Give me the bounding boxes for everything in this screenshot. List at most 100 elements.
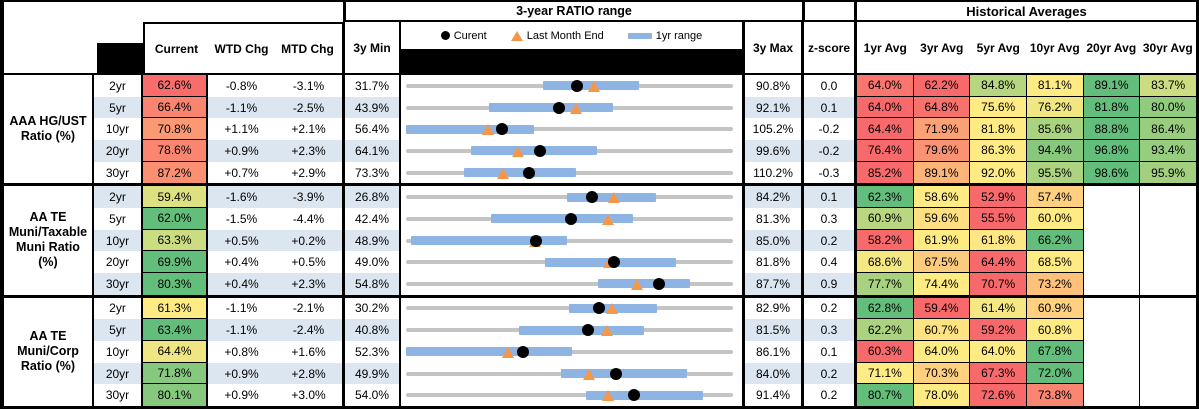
avg-column-header-20yr: 20yr Avg bbox=[1086, 40, 1137, 55]
tenor-cell: 10yr bbox=[94, 118, 143, 141]
header-black-band bbox=[401, 49, 742, 73]
range-plot bbox=[406, 162, 733, 184]
z-score-cell: -0.3 bbox=[804, 161, 857, 184]
3y-min-cell: 49.0% bbox=[345, 251, 401, 274]
3y-max-cell: 81.3% bbox=[745, 208, 804, 230]
tenor-cell: 30yr bbox=[94, 384, 143, 406]
avg-cell-3yr: 71.9% bbox=[913, 118, 971, 141]
table-body: AAA HG/UST Ratio (%) 2yr 62.6% -0.8% -3.… bbox=[4, 75, 1196, 406]
range-chart-cell bbox=[401, 161, 745, 184]
3y-min-cell: 56.4% bbox=[345, 118, 401, 141]
3y-max-cell: 99.6% bbox=[745, 140, 804, 162]
group-label: AA TE Muni/Taxable Muni Ratio (%) bbox=[4, 186, 94, 295]
mtd-chg-cell: +2.3% bbox=[275, 140, 345, 162]
avg-cell-5yr: 59.2% bbox=[970, 319, 1028, 341]
3y-min-cell: 42.4% bbox=[345, 208, 401, 230]
avg-cell-20yr bbox=[1083, 384, 1141, 406]
avg-cell-1yr: 62.8% bbox=[857, 297, 914, 320]
group-rows: 2yr 61.3% -1.1% -2.1% 30.2% 82.9% 0.2 62… bbox=[94, 297, 1196, 406]
wtd-chg-cell: -1.5% bbox=[225, 211, 258, 226]
table-row: 2yr 62.6% -0.8% -3.1% 31.7% 90.8% 0.0 64… bbox=[94, 75, 1196, 97]
current-column-header: Current bbox=[154, 41, 199, 56]
avg-cell-10yr: 60.8% bbox=[1027, 319, 1084, 341]
current-cell: 61.3% bbox=[143, 297, 208, 320]
avg-column-header-30yr: 30yr Avg bbox=[1142, 40, 1193, 55]
last-month-triangle bbox=[482, 124, 495, 136]
table-row: 10yr 70.8% +1.1% +2.1% 56.4% 105.2% -0.2… bbox=[94, 118, 1196, 141]
tenor-cell: 30yr bbox=[94, 273, 143, 295]
last-month-triangle-icon bbox=[510, 30, 523, 41]
avg-cell-1yr: 64.0% bbox=[857, 75, 914, 97]
avg-cell-20yr bbox=[1083, 362, 1141, 385]
3y-max-cell: 105.2% bbox=[745, 118, 804, 141]
table-row: 2yr 59.4% -1.6% -3.9% 26.8% 84.2% 0.1 62… bbox=[94, 186, 1196, 208]
avg-cell-10yr: 66.2% bbox=[1027, 229, 1084, 252]
wtd-chg-cell: +0.5% bbox=[208, 229, 275, 252]
current-cell: 63.4% bbox=[143, 319, 208, 341]
legend-current: Curent bbox=[440, 29, 487, 42]
range-chart-cell bbox=[401, 118, 745, 141]
3y-max-cell: 90.8% bbox=[745, 75, 804, 97]
3y-max-cell: 92.1% bbox=[745, 96, 804, 119]
1yr-range-bar bbox=[464, 168, 577, 178]
range-plot bbox=[406, 341, 733, 363]
legend-current-label: Curent bbox=[453, 29, 487, 42]
3y-min-column-header: 3y Min bbox=[345, 22, 401, 73]
avg-cell-1yr: 76.4% bbox=[857, 140, 914, 162]
current-cell: 63.3% bbox=[143, 229, 208, 252]
current-cell: 87.2% bbox=[143, 161, 208, 184]
avg-cell-3yr: 79.6% bbox=[913, 140, 971, 162]
avg-cell-1yr: 60.9% bbox=[857, 208, 914, 230]
last-month-triangle bbox=[601, 213, 614, 225]
avg-cell-30yr bbox=[1140, 251, 1196, 274]
z-score-cell: 0.2 bbox=[804, 384, 857, 406]
range-chart-cell bbox=[401, 229, 745, 252]
range-plot bbox=[406, 298, 733, 320]
wtd-chg-cell: +0.9% bbox=[224, 388, 259, 403]
current-cell: 80.3% bbox=[143, 273, 208, 295]
avg-cell-1yr: 71.1% bbox=[857, 362, 914, 385]
wtd-chg-cell: +0.7% bbox=[224, 165, 259, 180]
header-spacer-zscore bbox=[805, 2, 857, 22]
wtd-chg-cell: +0.9% bbox=[208, 140, 275, 162]
1yr-range-bar bbox=[490, 214, 633, 224]
mtd-chg-cell: -2.1% bbox=[275, 297, 345, 320]
ratio-group: AAA HG/UST Ratio (%) 2yr 62.6% -0.8% -3.… bbox=[4, 75, 1196, 187]
3y-max-cell: 84.0% bbox=[745, 362, 804, 385]
tenor-cell: 2yr bbox=[94, 75, 143, 97]
black-spacer-cell bbox=[97, 43, 143, 73]
range-chart-cell bbox=[401, 208, 745, 230]
range-plot bbox=[406, 75, 733, 97]
range-chart-cell bbox=[401, 273, 745, 295]
tenor-cell: 2yr bbox=[94, 297, 143, 320]
legend-1yr-range-label: 1yr range bbox=[655, 29, 703, 42]
3y-max-cell: 81.8% bbox=[745, 251, 804, 274]
range-plot bbox=[406, 319, 733, 341]
avg-cell-3yr: 67.5% bbox=[913, 251, 971, 274]
avg-cell-30yr bbox=[1140, 229, 1196, 252]
avg-column-header-5yr: 5yr Avg bbox=[976, 40, 1020, 55]
z-score-cell: 0.4 bbox=[804, 251, 857, 274]
avg-cell-20yr bbox=[1083, 208, 1141, 230]
tenor-cell: 10yr bbox=[94, 229, 143, 252]
z-score-column-header: z-score bbox=[804, 22, 857, 73]
wtd-chg-column-header: WTD Chg bbox=[214, 41, 269, 56]
avg-cell-5yr: 67.3% bbox=[970, 362, 1028, 385]
current-dot bbox=[564, 212, 577, 225]
3y-max-cell: 82.9% bbox=[745, 297, 804, 320]
avg-cell-3yr: 64.0% bbox=[913, 341, 971, 363]
mtd-chg-cell: -3.1% bbox=[275, 75, 345, 97]
avg-cell-20yr: 96.8% bbox=[1083, 140, 1141, 162]
last-month-triangle bbox=[501, 346, 514, 358]
range-plot bbox=[406, 186, 733, 208]
legend-last-month-label: Last Month End bbox=[526, 29, 604, 42]
range-plot bbox=[406, 230, 733, 252]
1yr-range-bar bbox=[411, 236, 568, 245]
mtd-chg-cell: -2.4% bbox=[275, 319, 345, 341]
avg-cell-30yr bbox=[1140, 384, 1196, 406]
table-row: 5yr 62.0% -1.5% -4.4% 42.4% 81.3% 0.3 60… bbox=[94, 208, 1196, 230]
3y-min-cell: 43.9% bbox=[345, 96, 401, 119]
current-dot bbox=[570, 79, 583, 92]
current-dot bbox=[523, 166, 536, 179]
1yr-range-bar bbox=[489, 103, 613, 112]
